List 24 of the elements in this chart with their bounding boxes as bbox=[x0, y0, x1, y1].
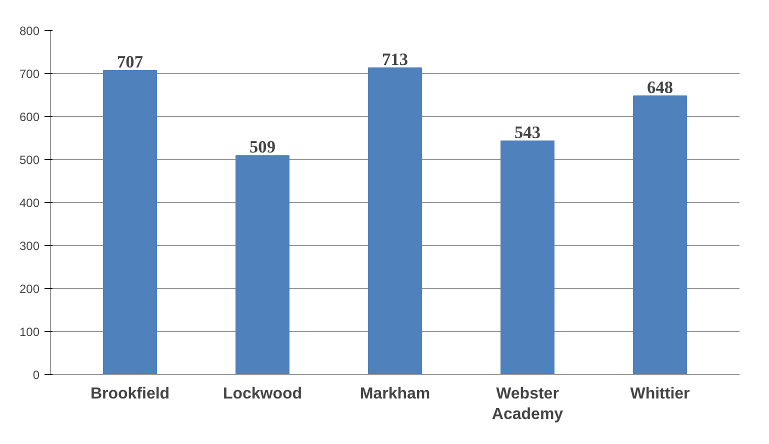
bar bbox=[103, 70, 157, 374]
y-tick-label: 400 bbox=[19, 196, 40, 210]
y-tick-label: 600 bbox=[19, 110, 40, 124]
data-label: 509 bbox=[250, 138, 276, 157]
y-tick-label: 500 bbox=[19, 153, 40, 167]
data-label: 648 bbox=[647, 78, 674, 97]
y-tick-label: 0 bbox=[32, 368, 40, 382]
x-tick-label: Markham bbox=[360, 386, 430, 402]
data-label: 713 bbox=[382, 50, 408, 69]
x-tick-label: Brookfield bbox=[90, 386, 170, 402]
bar bbox=[633, 95, 687, 374]
bar bbox=[368, 67, 422, 374]
y-tick-label: 300 bbox=[19, 239, 40, 253]
x-tick-label: Lockwood bbox=[222, 386, 302, 402]
y-tick-label: 100 bbox=[19, 325, 40, 339]
y-tick-label: 800 bbox=[19, 24, 40, 38]
y-tick-label: 700 bbox=[19, 67, 40, 81]
bar bbox=[236, 155, 290, 374]
bar bbox=[500, 140, 554, 374]
data-label: 707 bbox=[117, 52, 144, 72]
x-tick-label: Webster Academy bbox=[492, 386, 564, 423]
data-label: 543 bbox=[514, 123, 541, 142]
y-tick-label: 200 bbox=[19, 282, 40, 296]
x-tick-label: Whittier bbox=[630, 386, 690, 402]
